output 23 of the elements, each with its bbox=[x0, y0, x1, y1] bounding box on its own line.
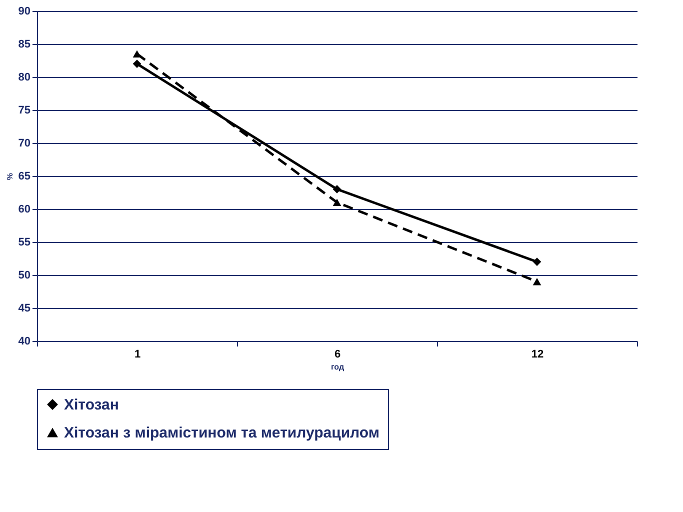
y-tick-label: 75 bbox=[18, 104, 30, 116]
point bbox=[332, 185, 342, 194]
y-tick-label: 85 bbox=[18, 38, 30, 50]
x-tick-label: 6 bbox=[334, 348, 341, 360]
x-axis-title: год bbox=[330, 362, 344, 372]
point bbox=[532, 278, 542, 286]
y-tick-label: 40 bbox=[18, 336, 30, 348]
y-tick-label: 80 bbox=[18, 72, 30, 84]
x-tick-label: 12 bbox=[531, 348, 544, 360]
point bbox=[532, 258, 542, 266]
legend-label: Хітозан bbox=[64, 396, 119, 414]
legend-label: Хітозан з мірамістином та метилурацилом bbox=[64, 424, 380, 442]
point bbox=[132, 60, 142, 68]
y-tick-label: 90 bbox=[18, 6, 30, 18]
y-tick-label: 70 bbox=[18, 138, 30, 150]
point bbox=[332, 198, 342, 206]
y-tick-label: 45 bbox=[18, 302, 30, 314]
y-tick-label: 50 bbox=[18, 270, 30, 282]
x-tick-label: 1 bbox=[134, 348, 141, 360]
y-tick-label: 60 bbox=[18, 204, 30, 216]
y-tick-label: 55 bbox=[18, 236, 30, 248]
y-axis-title: % bbox=[5, 172, 14, 180]
y-tick-label: 65 bbox=[18, 170, 30, 182]
